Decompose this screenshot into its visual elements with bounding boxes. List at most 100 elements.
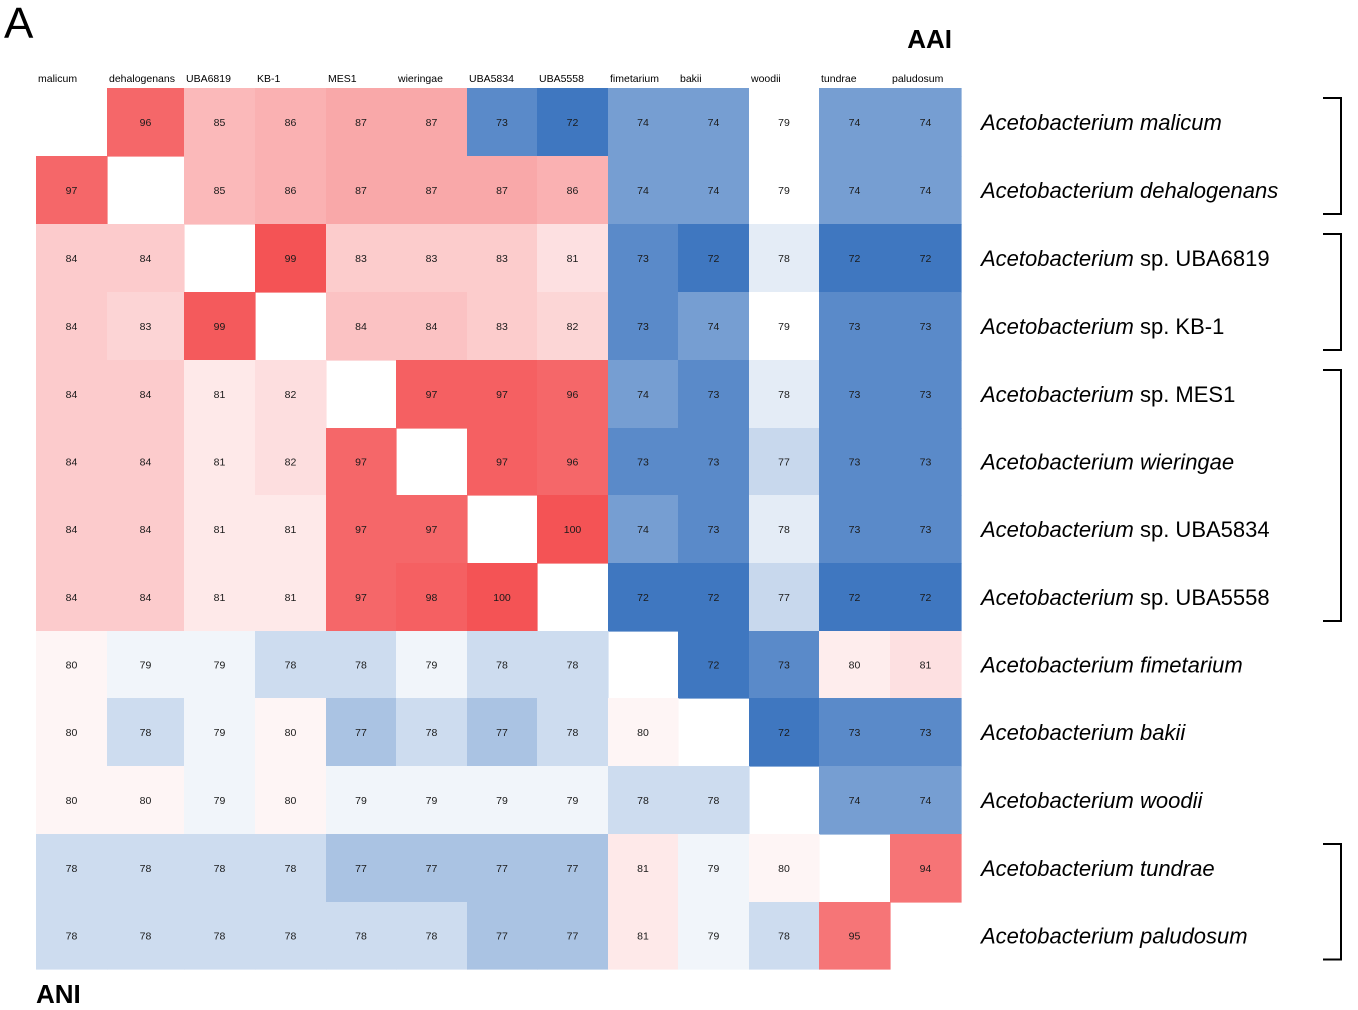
heatmap-cell xyxy=(678,292,750,361)
cell-value: 79 xyxy=(567,795,579,807)
heatmap-cell xyxy=(608,428,679,496)
cell-value: 73 xyxy=(637,321,649,333)
heatmap-cell xyxy=(255,563,327,632)
cell-value: 78 xyxy=(778,389,790,401)
cell-value: 97 xyxy=(355,592,367,604)
column-label-kb-1: KB-1 xyxy=(257,73,281,85)
heatmap-cell xyxy=(819,563,891,632)
cell-value: 79 xyxy=(778,117,790,129)
heatmap-cell xyxy=(537,292,609,361)
cell-value: 79 xyxy=(214,660,226,672)
row-label: Acetobacterium dehalogenans xyxy=(979,178,1278,203)
heatmap-cell xyxy=(396,698,468,767)
cell-value: 78 xyxy=(778,524,790,536)
row-label: Acetobacterium woodii xyxy=(979,788,1203,813)
heatmap-cell xyxy=(255,902,327,970)
heatmap-cell xyxy=(678,631,750,699)
heatmap-cell xyxy=(537,631,609,699)
cell-value: 79 xyxy=(778,321,790,333)
heatmap-cell xyxy=(890,698,962,767)
cell-value: 87 xyxy=(426,185,438,197)
cell-value: 81 xyxy=(214,592,226,604)
cell-value: 73 xyxy=(708,457,720,469)
heatmap-cell xyxy=(749,224,820,293)
heatmap-cell xyxy=(678,156,750,225)
cell-value: 87 xyxy=(496,185,508,197)
heatmap-cell xyxy=(537,834,609,903)
cell-value: 83 xyxy=(496,321,508,333)
heatmap-cell xyxy=(255,224,327,293)
heatmap-cell xyxy=(537,698,609,767)
heatmap-cell xyxy=(819,495,891,564)
heatmap-cell xyxy=(749,428,820,496)
cell-value: 84 xyxy=(140,592,152,604)
heatmap-cell xyxy=(467,563,538,632)
cell-value: 84 xyxy=(140,524,152,536)
heatmap-cell xyxy=(608,88,679,157)
heatmap-cell xyxy=(749,698,820,767)
heatmap-cell xyxy=(107,902,185,970)
cell-value: 72 xyxy=(567,117,579,129)
cell-value: 80 xyxy=(66,660,78,672)
cell-value: 82 xyxy=(567,321,579,333)
cell-value: 74 xyxy=(920,117,932,129)
panel-letter: A xyxy=(4,0,34,48)
cell-value: 80 xyxy=(778,863,790,875)
heatmap-cell xyxy=(255,631,327,699)
cell-value: 74 xyxy=(849,117,861,129)
cell-value: 72 xyxy=(637,592,649,604)
heatmap-cell xyxy=(467,698,538,767)
group-bracket xyxy=(1323,369,1342,622)
cell-value: 74 xyxy=(637,389,649,401)
heatmap-cell xyxy=(467,88,538,157)
cell-value: 79 xyxy=(214,795,226,807)
cell-value: 83 xyxy=(426,253,438,265)
heatmap-cell xyxy=(890,495,962,564)
cell-value: 73 xyxy=(496,117,508,129)
cell-value: 78 xyxy=(426,931,438,943)
heatmap-cell xyxy=(467,292,538,361)
heatmap-cell xyxy=(107,88,185,157)
cell-value: 78 xyxy=(66,931,78,943)
cell-value: 73 xyxy=(920,321,932,333)
heatmap-cell xyxy=(107,631,185,699)
cell-value: 78 xyxy=(426,727,438,739)
cell-value: 98 xyxy=(426,592,438,604)
cell-value: 73 xyxy=(778,660,790,672)
heatmap-cell xyxy=(326,563,397,632)
row-label: Acetobacterium sp. KB-1 xyxy=(979,314,1224,339)
cell-value: 84 xyxy=(426,321,438,333)
cell-value: 77 xyxy=(778,457,790,469)
heatmap-cell xyxy=(36,360,108,429)
cell-value: 78 xyxy=(285,660,297,672)
heatmap-cell xyxy=(184,834,256,903)
heatmap-cell xyxy=(890,88,962,157)
heatmap-cell xyxy=(749,563,820,632)
row-labels: Acetobacterium malicum Acetobacterium deh… xyxy=(979,110,1278,949)
heatmap-cell xyxy=(326,428,397,496)
cell-value: 78 xyxy=(567,660,579,672)
cell-value: 72 xyxy=(708,592,720,604)
cell-value: 81 xyxy=(637,931,649,943)
cell-value: 74 xyxy=(637,185,649,197)
heatmap-cell xyxy=(107,495,185,564)
cell-value: 85 xyxy=(214,117,226,129)
heatmap-cell xyxy=(107,563,185,632)
cell-value: 73 xyxy=(920,727,932,739)
heatmap-cell xyxy=(749,902,820,970)
group-bracket xyxy=(1323,233,1342,351)
heatmap-cell xyxy=(107,292,185,361)
heatmap-cell xyxy=(36,495,108,564)
column-label-uba6819: UBA6819 xyxy=(186,73,231,85)
heatmap-cell xyxy=(678,495,750,564)
heatmap-cell xyxy=(537,360,609,429)
group-bracket xyxy=(1323,97,1342,215)
heatmap-cell xyxy=(467,766,538,835)
heatmap-cell xyxy=(890,766,962,835)
heatmap-cell xyxy=(678,88,750,157)
heatmap-cell xyxy=(819,631,891,699)
cell-value: 79 xyxy=(708,931,720,943)
heatmap-cell xyxy=(255,360,327,429)
cell-value: 84 xyxy=(66,321,78,333)
